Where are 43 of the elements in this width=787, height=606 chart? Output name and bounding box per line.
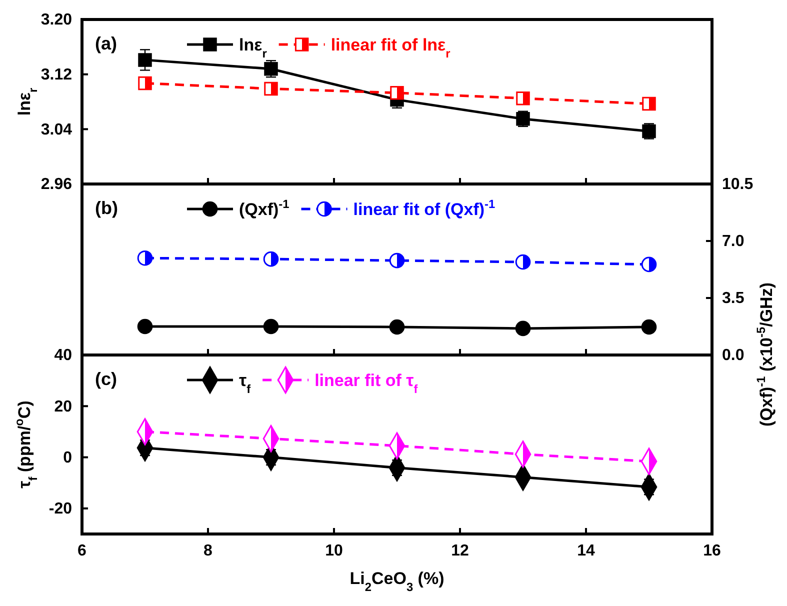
y-tick-label: -20 xyxy=(48,500,72,518)
annotation: (b) xyxy=(95,198,118,218)
legend-label: τ$_{f}$ xyxy=(239,371,251,396)
point xyxy=(389,319,405,335)
legend-label: linear fit of τ$_{f}$ xyxy=(314,371,418,396)
x-tick-label: 16 xyxy=(703,542,721,560)
point xyxy=(641,256,657,272)
y2-tick-label: 7.0 xyxy=(722,233,744,250)
y-tick-label: 3.12 xyxy=(40,66,72,84)
point xyxy=(138,53,152,67)
point xyxy=(264,82,278,96)
annotation: (a) xyxy=(95,34,118,54)
legend-label: lnε$_{r}$ xyxy=(239,36,268,60)
point xyxy=(515,254,531,270)
y2-tick-label: 0.0 xyxy=(722,347,744,364)
point xyxy=(641,319,657,335)
legend-label: (Qxf)$^{-1}$ xyxy=(239,197,290,219)
legend-label: linear fit of lnε$_{r}$ xyxy=(330,36,451,60)
point xyxy=(642,96,656,111)
annotation: (c) xyxy=(95,369,118,389)
x-tick-label: 12 xyxy=(451,542,469,560)
legend-label: linear fit of (Qxf)$^{-1}$ xyxy=(353,197,496,219)
point xyxy=(263,251,279,267)
x-tick-label: 10 xyxy=(325,542,343,560)
point xyxy=(389,252,405,268)
point xyxy=(516,91,530,106)
y2-tick-label: 3.5 xyxy=(722,290,744,308)
point xyxy=(138,76,152,90)
y-tick-label: 0 xyxy=(63,449,72,466)
point xyxy=(137,250,153,266)
point xyxy=(263,318,279,334)
x-tick-label: 8 xyxy=(204,542,213,560)
y-tick-label: 20 xyxy=(54,398,72,416)
point xyxy=(137,318,153,334)
y-tick-label: 3.20 xyxy=(40,12,72,29)
x-axis-title: Li$_{2}$CeO$_{3}$ (%) xyxy=(350,569,444,594)
x-tick-label: 14 xyxy=(577,542,595,560)
x-tick-label: 6 xyxy=(78,542,87,560)
y-tick-label: 3.04 xyxy=(40,121,72,138)
y-tick-label: 40 xyxy=(54,347,72,364)
point xyxy=(515,320,531,336)
y-tick-label: 2.96 xyxy=(40,176,72,194)
y2-tick-label: 10.5 xyxy=(722,176,754,194)
